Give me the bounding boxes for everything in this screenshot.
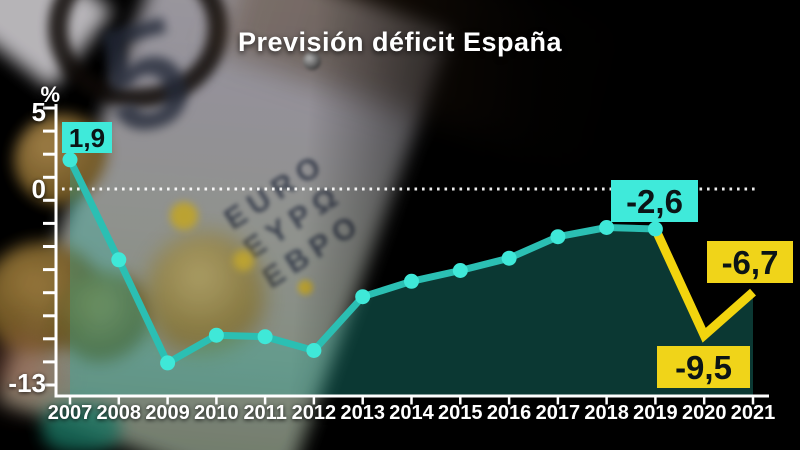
x-axis-year-label: 2007 <box>47 402 93 424</box>
x-axis-year-label: 2013 <box>340 402 385 424</box>
page-title: Previsión déficit España <box>237 27 563 57</box>
data-point <box>62 152 78 168</box>
x-axis-year-label: 2020 <box>681 402 727 424</box>
data-point <box>452 263 468 278</box>
x-axis-year-label: 2021 <box>730 402 776 424</box>
y-axis-unit-label: % <box>40 82 60 107</box>
x-axis-year-label: 2014 <box>389 402 434 424</box>
x-axis-year-label: 2016 <box>486 402 532 424</box>
value-label-2021: -6,7 <box>707 241 793 283</box>
x-axis-year-label: 2018 <box>584 402 629 424</box>
x-axis-year-label: 2012 <box>291 402 337 424</box>
y-axis-label: -13 <box>8 368 46 398</box>
y-axis-label: 0 <box>31 174 46 204</box>
x-axis-year-label: 2008 <box>96 402 142 424</box>
data-point <box>599 220 615 235</box>
data-point <box>550 229 566 245</box>
data-point <box>208 327 224 343</box>
data-point <box>647 221 663 237</box>
x-axis-year-label: 2011 <box>243 402 287 424</box>
x-axis-year-label: 2019 <box>633 402 678 424</box>
data-point <box>111 252 127 268</box>
x-axis-year-label: 2010 <box>194 402 239 424</box>
data-point <box>501 250 517 266</box>
forecast-line <box>651 227 756 343</box>
x-axis-year-label: 2017 <box>535 402 581 424</box>
data-point <box>404 273 419 289</box>
data-point <box>355 289 371 305</box>
value-label-2020: -9,5 <box>657 346 750 388</box>
y-axis-label: 5 <box>31 97 46 128</box>
data-point <box>306 343 322 358</box>
value-label-2019: -2,6 <box>611 180 698 222</box>
value-label-2007: 1,9 <box>62 122 112 153</box>
x-axis-year-label: 2015 <box>438 402 483 424</box>
x-axis-year-label: 2009 <box>145 402 190 424</box>
data-point <box>257 329 273 345</box>
data-point <box>160 355 176 371</box>
